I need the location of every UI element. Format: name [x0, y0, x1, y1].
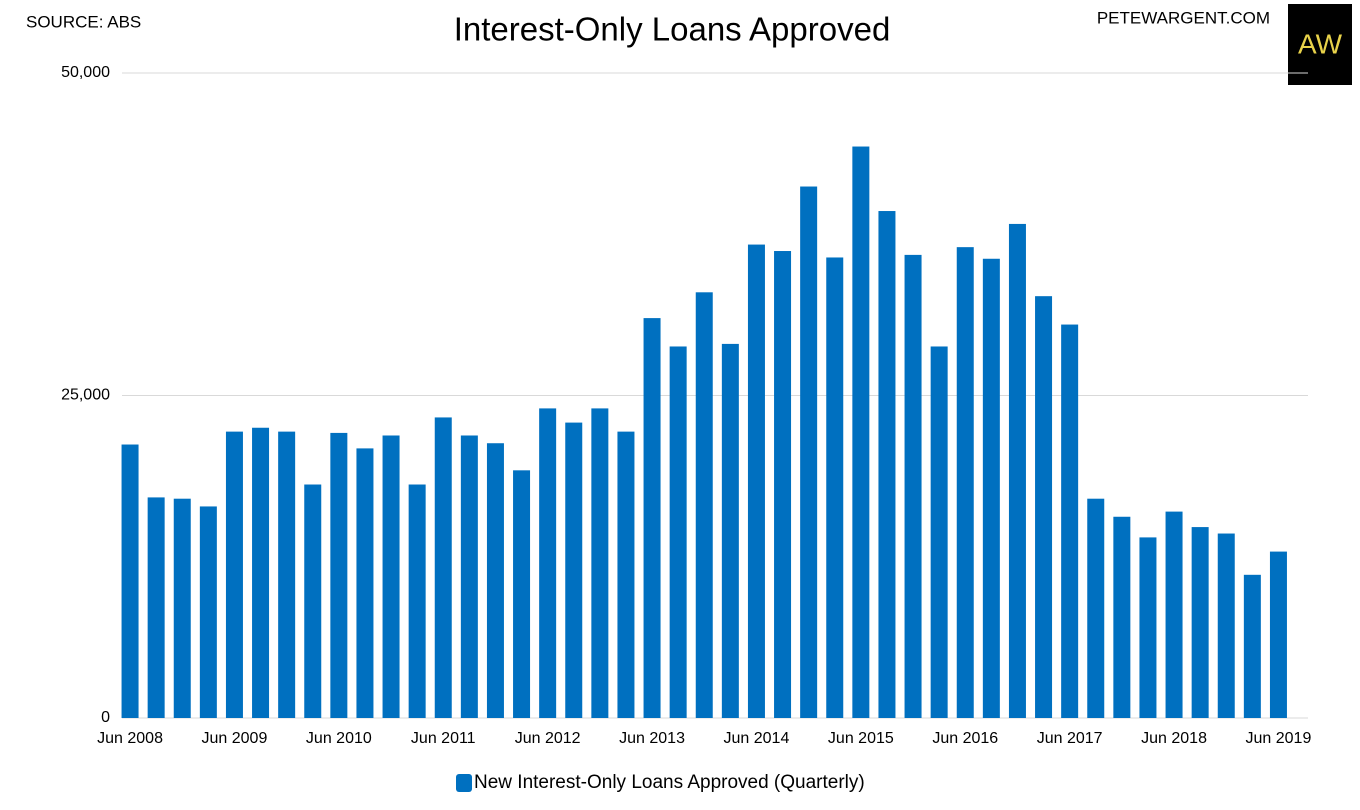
bar [173, 498, 191, 718]
bar [956, 247, 974, 718]
bar [1191, 527, 1209, 718]
x-tick-label: Jun 2012 [515, 730, 581, 747]
bar [1269, 551, 1287, 718]
y-tick-label: 50,000 [61, 64, 110, 81]
bar [1139, 537, 1157, 718]
bar [252, 427, 270, 718]
bar [565, 422, 583, 718]
y-tick-label: 25,000 [61, 387, 110, 404]
bar [1008, 223, 1026, 718]
bar [695, 292, 713, 718]
x-tick-label: Jun 2010 [306, 730, 372, 747]
x-tick-label: Jun 2009 [202, 730, 268, 747]
logo-box [1288, 4, 1352, 85]
chart-title: Interest-Only Loans Approved [454, 11, 891, 48]
bar [826, 257, 844, 718]
bar [434, 417, 452, 718]
legend-label: New Interest-Only Loans Approved (Quarte… [474, 772, 865, 793]
bar [225, 431, 243, 718]
bar [330, 432, 348, 718]
bar [930, 346, 948, 718]
bar [747, 244, 765, 718]
logo: AW [1298, 28, 1343, 59]
bar [147, 497, 165, 718]
x-tick-label: Jun 2013 [619, 730, 685, 747]
bar [852, 146, 870, 718]
x-tick-label: Jun 2014 [724, 730, 790, 747]
bar [304, 484, 322, 718]
x-tick-label: Jun 2017 [1037, 730, 1103, 747]
bar [669, 346, 687, 718]
bar [774, 251, 792, 718]
x-tick-label: Jun 2016 [932, 730, 998, 747]
bar [1165, 511, 1183, 718]
bar [1113, 516, 1131, 718]
site: PETEWARGENT.COM [1097, 8, 1270, 27]
bar [643, 318, 661, 718]
bar [408, 484, 426, 718]
bar [121, 444, 139, 718]
legend-swatch [456, 774, 472, 792]
bar [1217, 533, 1235, 718]
bar [1243, 574, 1261, 718]
bar [1087, 498, 1105, 718]
bar [591, 408, 609, 718]
bar [460, 435, 478, 718]
source: SOURCE: ABS [26, 12, 141, 31]
bar [382, 435, 400, 718]
bar [982, 258, 1000, 718]
x-tick-label: Jun 2015 [828, 730, 894, 747]
bar [356, 448, 374, 718]
bar [800, 186, 818, 718]
bar [1035, 296, 1053, 718]
x-tick-label: Jun 2008 [97, 730, 163, 747]
x-tick-label: Jun 2018 [1141, 730, 1207, 747]
bar [486, 443, 504, 718]
y-tick-label: 0 [101, 709, 110, 726]
x-tick-label: Jun 2019 [1246, 730, 1312, 747]
bar [1061, 324, 1079, 718]
bar [199, 506, 217, 718]
bar [904, 254, 922, 718]
x-tick-label: Jun 2011 [411, 730, 476, 747]
bar [278, 431, 296, 718]
bar [878, 211, 896, 718]
bar [539, 408, 557, 718]
bar [617, 431, 635, 718]
bar [721, 343, 739, 718]
bar [513, 470, 531, 718]
